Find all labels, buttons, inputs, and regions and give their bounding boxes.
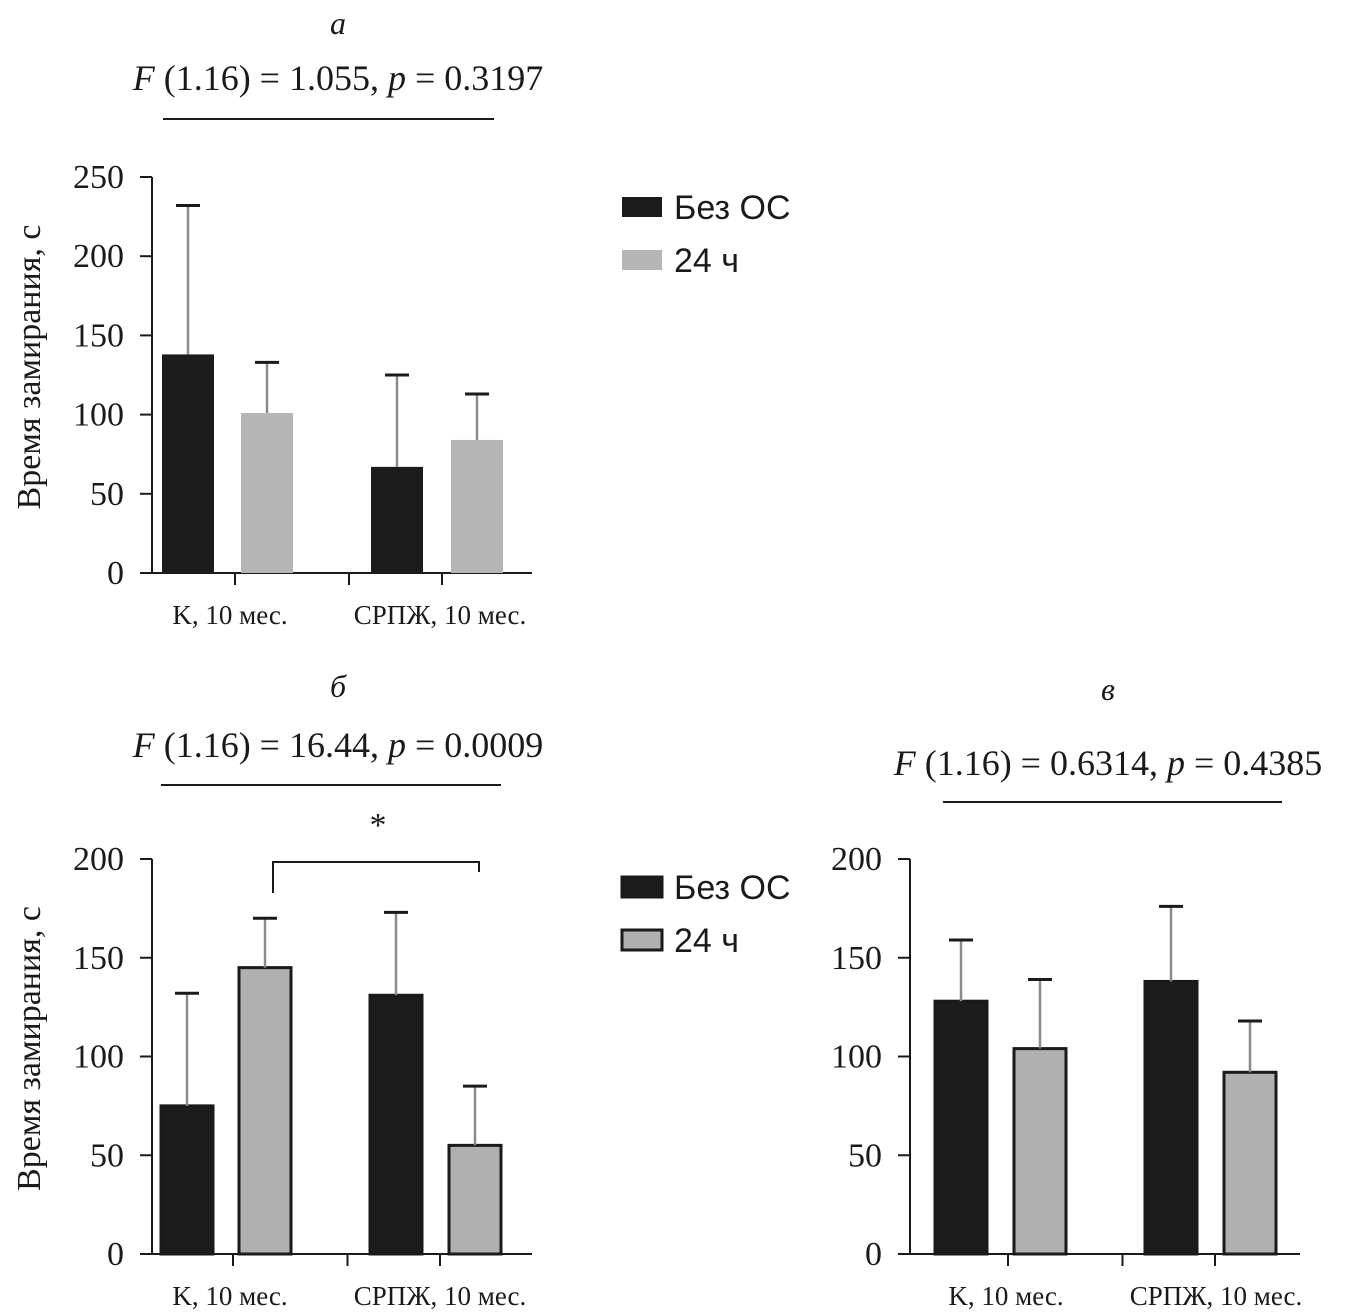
bar	[159, 1104, 215, 1256]
legend-swatch	[622, 250, 662, 270]
y-tick-label: 50	[90, 476, 124, 513]
y-tick-label: 200	[73, 238, 124, 275]
panel-1: а F (1.16) = 1.055, p = 0.3197 0 50 100 150 20…	[11, 5, 791, 630]
y-tick-label: 100	[73, 1039, 124, 1076]
bar	[933, 999, 989, 1256]
legend-label: 24 ч	[674, 922, 739, 960]
legend-label: 24 ч	[674, 242, 739, 280]
bar	[1012, 1047, 1068, 1256]
x-category-label: K, 10 мес.	[172, 600, 287, 630]
y-tick-label: 0	[107, 555, 124, 592]
y-tick-label: 100	[73, 397, 124, 434]
legend-label: Без ОС	[674, 189, 791, 227]
y-tick-label: 200	[831, 841, 882, 878]
y-axis-title: Время замирания, с	[11, 906, 48, 1191]
y-tick-label: 150	[831, 940, 882, 977]
legend: Без ОС 24 ч	[620, 869, 791, 960]
x-category-label: K, 10 мес.	[948, 1281, 1063, 1311]
bar	[162, 354, 214, 573]
panel-letter: б	[330, 668, 347, 704]
panel-3: в F (1.16) = 0.6314, p = 0.4385 0 50 100 150 2…	[831, 671, 1322, 1311]
legend-swatch	[622, 197, 662, 217]
bar	[451, 439, 503, 573]
anova-stat-label: F (1.16) = 1.055, p = 0.3197	[132, 58, 544, 98]
significance-star: *	[370, 807, 387, 844]
y-tick-label: 150	[73, 940, 124, 977]
y-tick-label: 250	[73, 159, 124, 196]
bar	[237, 966, 293, 1256]
x-category-label: K, 10 мес.	[172, 1281, 287, 1311]
y-tick-label: 50	[848, 1137, 882, 1174]
legend-swatch	[620, 928, 664, 952]
y-axis-title: Время замирания, с	[11, 225, 48, 510]
significance-bracket	[272, 861, 480, 893]
y-tick-label: 200	[73, 841, 124, 878]
bar	[1222, 1070, 1278, 1256]
x-category-label: СРПЖ, 10 мес.	[354, 1281, 526, 1311]
x-category-label: СРПЖ, 10 мес.	[1130, 1281, 1302, 1311]
y-tick-label: 50	[90, 1137, 124, 1174]
bar	[1143, 979, 1199, 1256]
y-tick-label: 150	[73, 317, 124, 354]
bar	[371, 466, 423, 573]
legend: Без ОС 24 ч	[622, 189, 791, 280]
x-category-label: СРПЖ, 10 мес.	[354, 600, 526, 630]
legend-swatch	[620, 875, 664, 899]
bar	[241, 413, 293, 573]
anova-stat-label: F (1.16) = 16.44, p = 0.0009	[132, 725, 544, 765]
y-tick-label: 0	[107, 1236, 124, 1273]
bar	[447, 1143, 503, 1256]
panel-2: б F (1.16) = 16.44, p = 0.0009 0 50 100 150 20…	[11, 668, 791, 1311]
panel-letter: а	[330, 5, 346, 41]
y-tick-label: 100	[831, 1039, 882, 1076]
y-tick-label: 0	[865, 1236, 882, 1273]
anova-stat-label: F (1.16) = 0.6314, p = 0.4385	[893, 743, 1323, 783]
legend-label: Без ОС	[674, 869, 791, 907]
panel-letter: в	[1101, 671, 1115, 707]
bar	[368, 993, 424, 1256]
